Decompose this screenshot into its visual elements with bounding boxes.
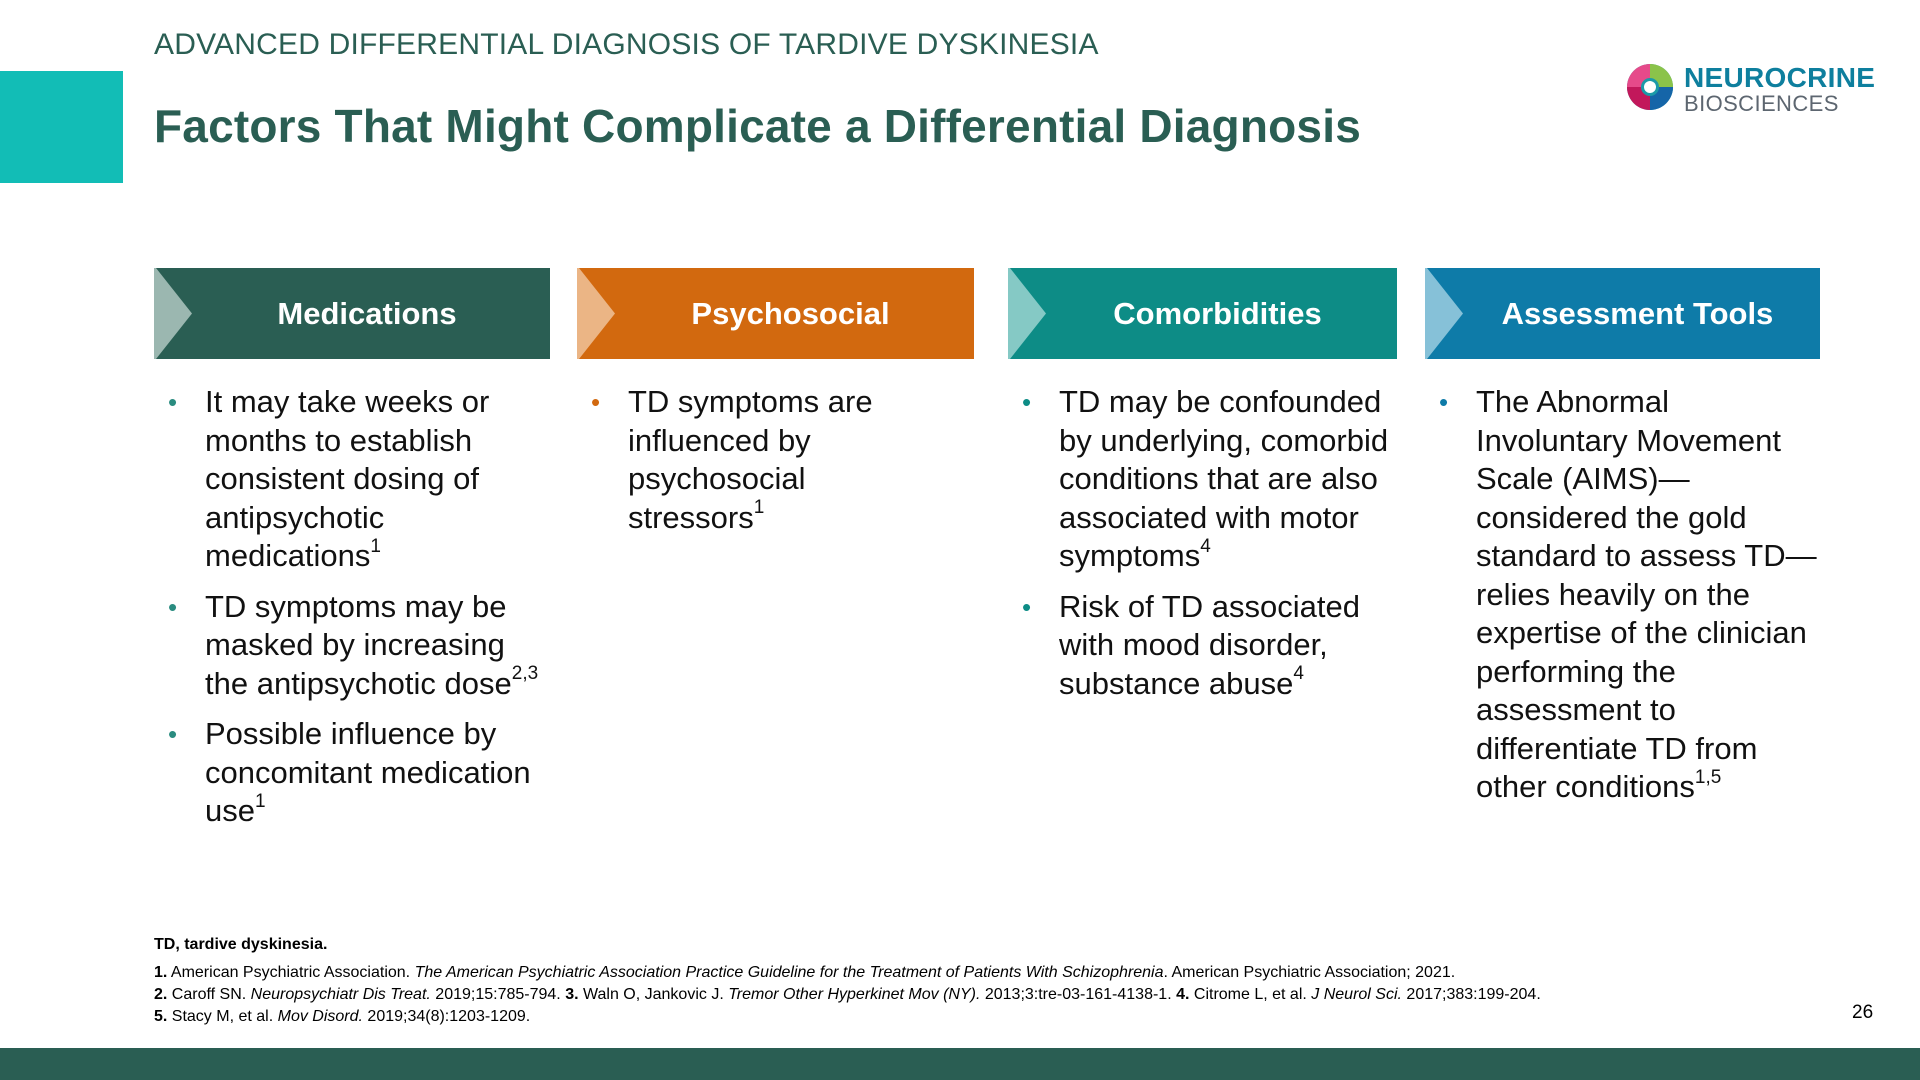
neurocrine-swirl-logo-icon — [1627, 64, 1673, 110]
list-item: • TD may be confounded by underlying, com… — [1022, 384, 1389, 573]
footer-bar — [0, 1048, 1920, 1080]
bullet-icon: • — [168, 719, 178, 749]
chevron-right-icon — [1425, 268, 1463, 359]
page-number: 26 — [1852, 1002, 1874, 1023]
abbreviation-note: TD, tardive dyskinesia. — [154, 936, 328, 953]
list-item: • Possible influence by concomitant medic… — [168, 716, 531, 828]
list-item: • TD symptoms may be masked by increasing… — [168, 588, 539, 701]
accent-block — [0, 71, 123, 183]
bullet-icon: • — [168, 387, 178, 417]
slide-title: Factors That Might Complicate a Differen… — [154, 100, 1361, 152]
company-logo: NEUROCRINE BIOSCIENCES — [1625, 60, 1895, 120]
logo-name: NEUROCRINE — [1684, 62, 1876, 93]
bullet-icon: • — [1022, 591, 1032, 622]
bullet-icon: • — [591, 387, 601, 417]
section-label: ADVANCED DIFFERENTIAL DIAGNOSIS OF TARDI… — [154, 28, 1099, 61]
list-item: • Risk of TD associated with mood disorde… — [1022, 588, 1360, 701]
list-item: • The Abnormal Involuntary Movement Scale… — [1439, 384, 1817, 804]
column-comorbidities: Comorbidities • TD may be confounded by u… — [1008, 268, 1397, 715]
column-title: Comorbidities — [1113, 295, 1322, 331]
chevron-right-icon — [154, 268, 192, 359]
bullet-list: • It may take weeks or months to establis… — [154, 383, 550, 831]
reference-line: 2. Caroff SN. Neuropsychiatr Dis Treat. … — [154, 986, 1541, 1003]
column-header-medications: Medications — [154, 268, 550, 359]
column-title: Psychosocial — [691, 295, 890, 331]
column-title: Medications — [277, 295, 457, 331]
list-item: • It may take weeks or months to establis… — [168, 384, 490, 573]
bullet-icon: • — [1439, 387, 1449, 417]
column-medications: Medications • It may take weeks or months… — [154, 268, 550, 843]
bullet-icon: • — [168, 591, 178, 622]
references: 1. American Psychiatric Association. The… — [154, 962, 1541, 1028]
bullet-icon: • — [1022, 387, 1032, 417]
chevron-right-icon — [1008, 268, 1046, 359]
reference-line: 1. American Psychiatric Association. The… — [154, 964, 1456, 981]
column-header-psychosocial: Psychosocial — [577, 268, 974, 359]
bullet-list: • The Abnormal Involuntary Movement Scale… — [1425, 383, 1820, 807]
bullet-list: • TD may be confounded by underlying, com… — [1008, 383, 1397, 703]
logo-subtitle: BIOSCIENCES — [1684, 91, 1839, 116]
chevron-right-icon — [577, 268, 615, 359]
column-header-assessment-tools: Assessment Tools — [1425, 268, 1820, 359]
list-item: • TD symptoms are influenced by psychosoc… — [591, 384, 873, 535]
column-header-comorbidities: Comorbidities — [1008, 268, 1397, 359]
reference-line: 5. Stacy M, et al. Mov Disord. 2019;34(8… — [154, 1008, 531, 1025]
column-psychosocial: Psychosocial • TD symptoms are influenced… — [577, 268, 974, 549]
column-title: Assessment Tools — [1501, 295, 1774, 331]
column-assessment-tools: Assessment Tools • The Abnormal Involunta… — [1425, 268, 1820, 819]
bullet-list: • TD symptoms are influenced by psychosoc… — [577, 383, 914, 537]
